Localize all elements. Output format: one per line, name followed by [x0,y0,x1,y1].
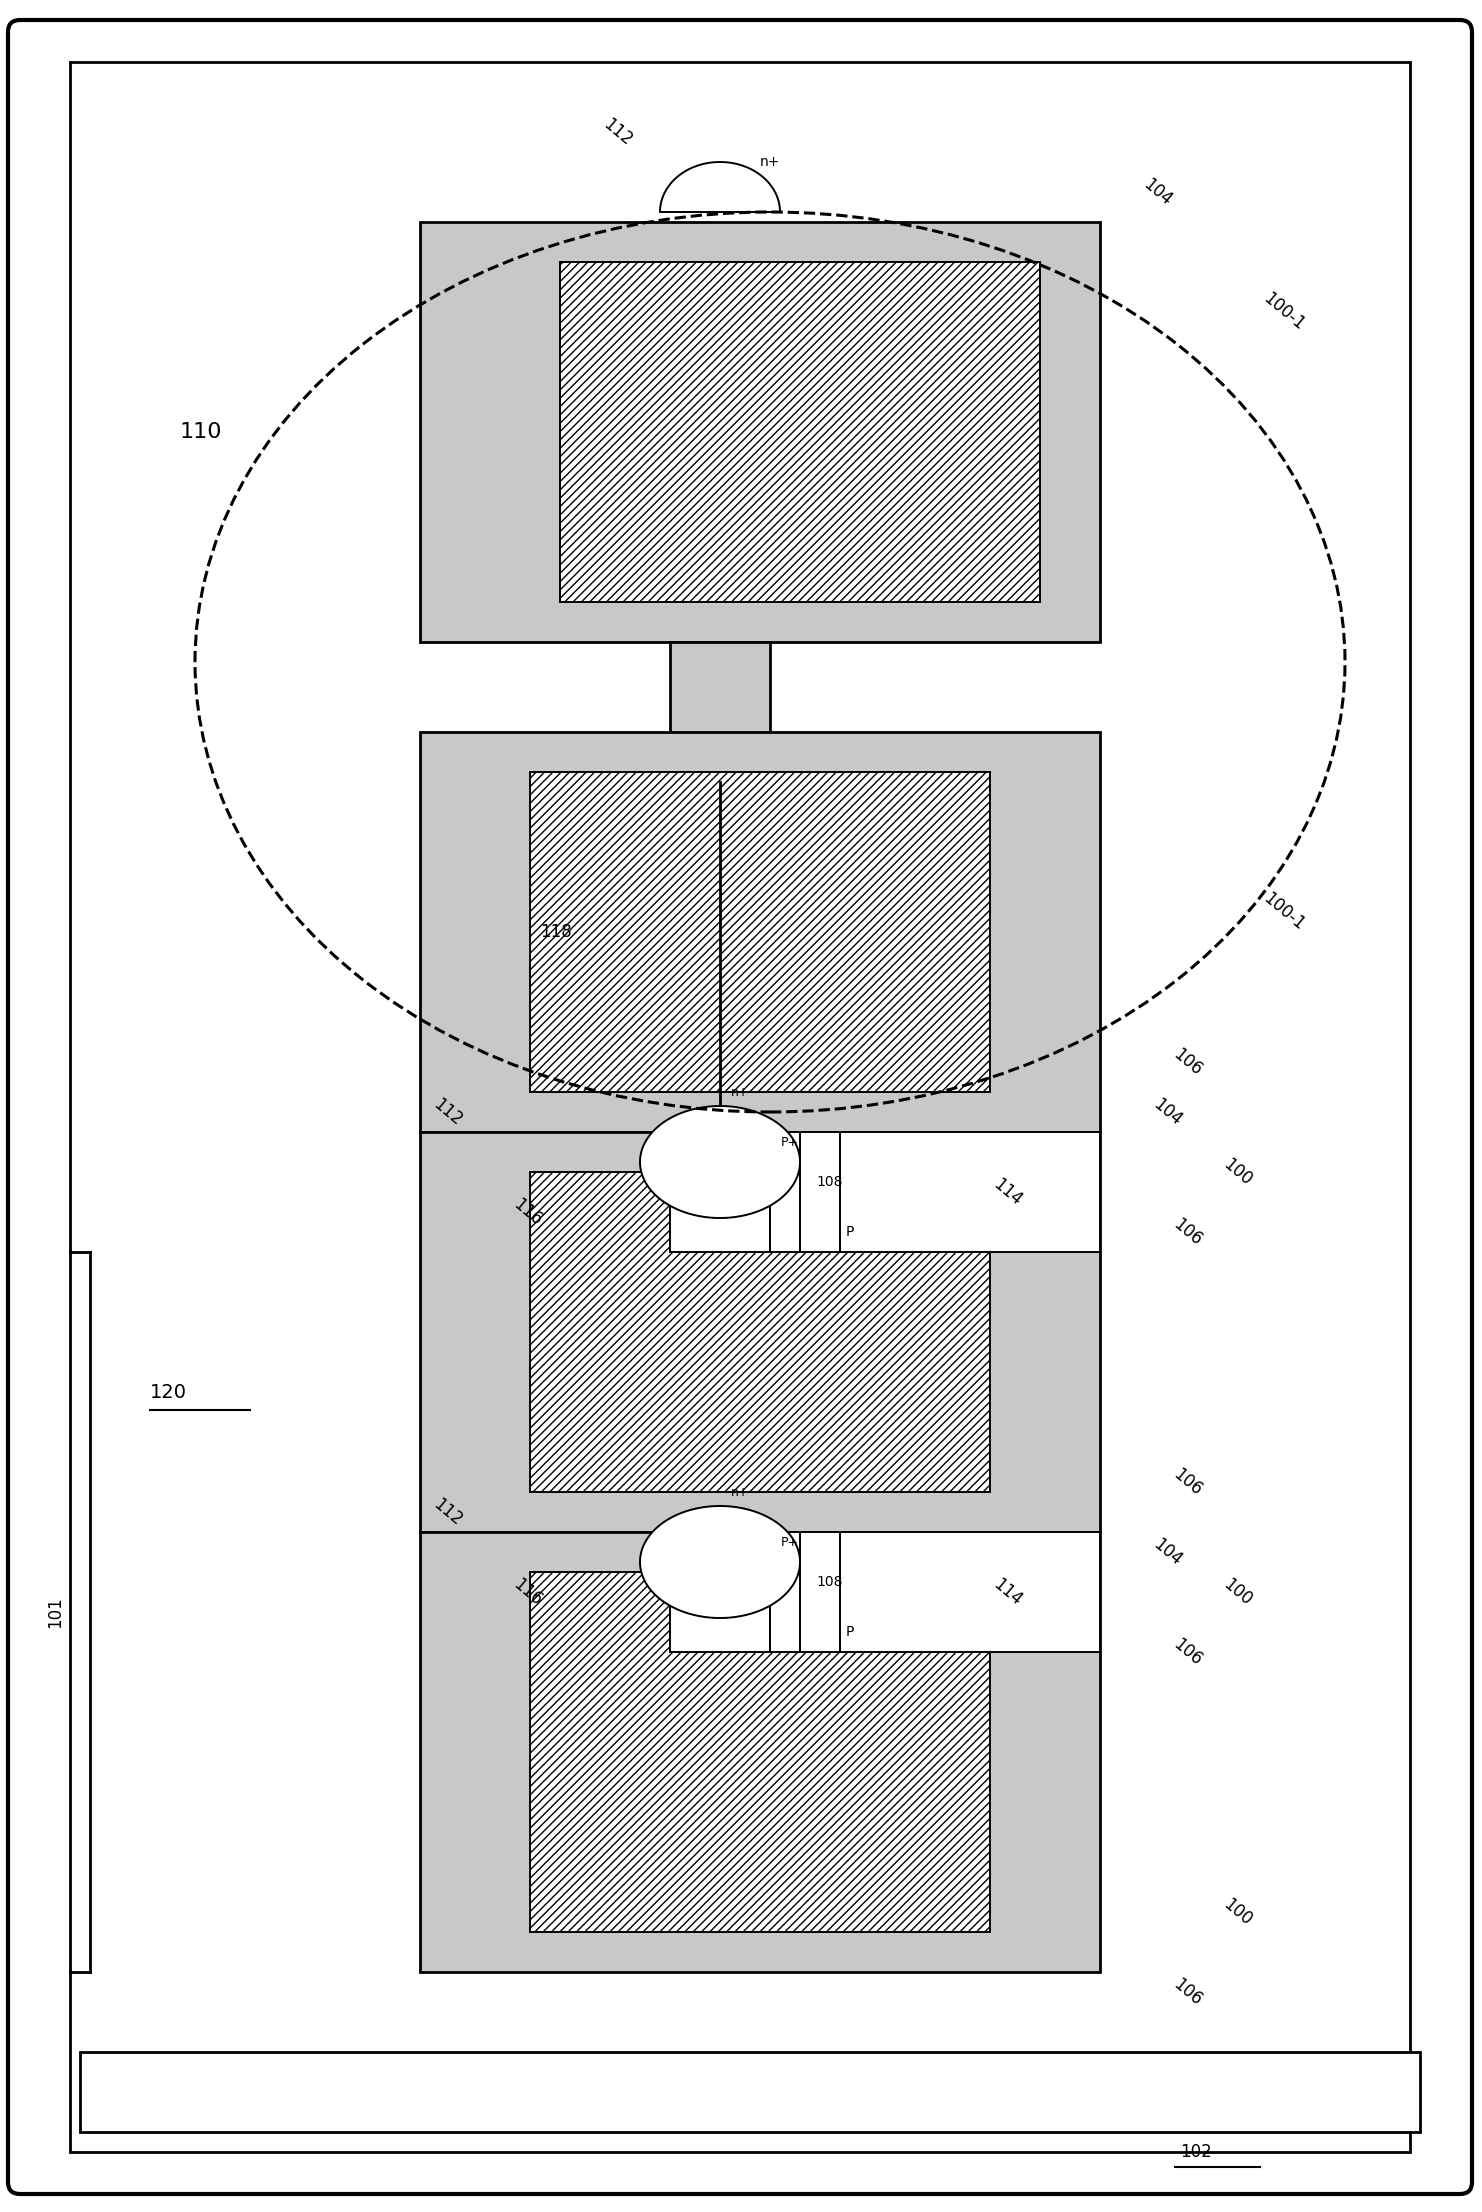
Text: P: P [846,1225,854,1239]
Bar [720,1133,1100,1252]
Bar [531,1172,990,1493]
Bar [560,261,1040,602]
Text: 118: 118 [539,922,572,940]
Bar [419,732,1100,1133]
Text: 120: 120 [150,1382,187,1402]
Text: n+: n+ [760,155,780,168]
Text: 112: 112 [430,1095,465,1128]
Bar [800,1133,840,1252]
Text: 106: 106 [1169,1635,1206,1670]
Text: 110: 110 [179,422,222,442]
Text: 104: 104 [1150,1535,1186,1568]
Text: 106: 106 [1169,1464,1206,1500]
Bar [419,1133,1100,1533]
Text: 114: 114 [990,1575,1026,1608]
Text: 100: 100 [1220,1575,1255,1608]
Bar [720,1533,1100,1652]
Text: P+: P+ [781,1135,799,1148]
Bar [800,1533,840,1652]
Bar [419,221,1100,641]
Text: 112: 112 [430,1495,465,1528]
Bar [670,1133,771,1252]
Text: 101: 101 [46,1597,64,1628]
Text: 100: 100 [1220,1896,1255,1929]
Text: 108: 108 [817,1175,843,1190]
Text: 100-1: 100-1 [1260,290,1309,334]
Text: P+: P+ [781,1535,799,1548]
Polygon shape [640,1106,800,1219]
Text: 116: 116 [510,1194,545,1230]
Text: 104: 104 [1150,1095,1186,1128]
Text: 106: 106 [1169,1044,1206,1079]
Text: 102: 102 [1180,2143,1212,2161]
Bar [670,641,771,783]
FancyBboxPatch shape [7,20,1472,2194]
Text: 108: 108 [817,1575,843,1588]
Bar [531,1573,990,1931]
Bar [80,2053,1420,2132]
Polygon shape [659,161,780,212]
Text: 100-1: 100-1 [1260,889,1309,933]
Text: 116: 116 [510,1575,545,1608]
Text: n+: n+ [731,1486,750,1498]
Text: 114: 114 [990,1175,1026,1210]
Text: 100: 100 [1220,1155,1255,1190]
Text: 112: 112 [600,115,636,148]
Bar [531,772,990,1093]
Text: 106: 106 [1169,1214,1206,1250]
Text: 106: 106 [1169,1975,1206,2008]
Text: P: P [846,1626,854,1639]
Bar [419,1533,1100,1973]
Text: n+: n+ [731,1086,750,1099]
Polygon shape [640,1506,800,1617]
Text: 104: 104 [1140,175,1175,210]
Bar [670,1533,771,1652]
